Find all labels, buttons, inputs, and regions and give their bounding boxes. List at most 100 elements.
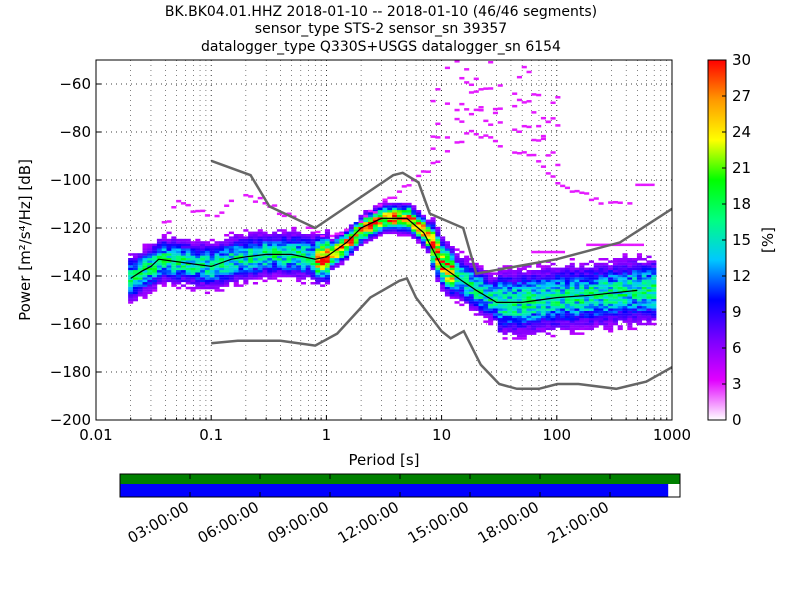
x-tick-label: 10: [432, 426, 451, 444]
heatmap-cell: [296, 248, 302, 251]
heatmap-cell: [435, 277, 441, 280]
heatmap-cell: [492, 291, 499, 295]
heatmap-cell: [382, 224, 388, 227]
heatmap-cell: [219, 258, 225, 261]
heatmap-cell: [512, 308, 518, 311]
heatmap-cell: [171, 243, 177, 247]
heatmap-cell: [651, 315, 657, 319]
heatmap-cell: [248, 246, 254, 249]
heatmap-cell: [195, 248, 201, 251]
heatmap-cell: [512, 128, 518, 131]
heatmap-cell: [550, 327, 556, 331]
heatmap-cell: [488, 289, 494, 292]
heatmap-cell: [430, 231, 436, 235]
heatmap-cell: [603, 279, 609, 283]
heatmap-cell: [401, 222, 407, 225]
heatmap-cell: [161, 262, 167, 266]
heatmap-cell: [291, 258, 297, 261]
heatmap-cell: [440, 289, 446, 292]
heatmap-cell: [444, 286, 451, 290]
heatmap-cell: [152, 282, 158, 285]
heatmap-cell: [584, 313, 590, 316]
heatmap-cell: [396, 202, 403, 206]
heatmap-cell: [612, 313, 619, 316]
heatmap-cell: [468, 282, 475, 285]
heatmap-cell: [315, 279, 321, 283]
heatmap-cell: [651, 313, 657, 316]
heatmap-cell: [161, 267, 167, 271]
heatmap-cell: [416, 234, 422, 237]
heatmap-cell: [497, 279, 503, 283]
heatmap-cell: [416, 217, 422, 220]
heatmap-cell: [440, 246, 446, 249]
heatmap-cell: [502, 303, 508, 307]
heatmap-cell: [564, 320, 571, 323]
heatmap-cell: [267, 238, 273, 242]
heatmap-cell: [430, 219, 436, 223]
heatmap-cell: [531, 320, 537, 323]
heatmap-cell: [128, 277, 134, 280]
heatmap-cell: [171, 248, 177, 251]
mean-line: [130, 217, 638, 303]
heatmap-cell: [180, 265, 187, 268]
heatmap-cell: [147, 282, 153, 285]
heatmap-cell: [435, 265, 441, 268]
heatmap-cell: [128, 284, 134, 287]
heatmap-cell: [137, 267, 143, 271]
heatmap-cell: [608, 284, 614, 287]
heatmap-cell: [416, 210, 422, 213]
heatmap-cell: [444, 265, 451, 268]
heatmap-cell: [464, 265, 470, 268]
heatmap-cell: [180, 270, 187, 273]
heatmap-cell: [651, 286, 657, 290]
heatmap-cell: [166, 279, 172, 283]
heatmap-cell: [353, 226, 359, 230]
heatmap-cell: [300, 246, 307, 249]
heatmap-cell: [368, 238, 374, 242]
heatmap-cell: [396, 214, 403, 218]
heatmap-cell: [252, 234, 259, 237]
heatmap-cell: [315, 236, 321, 239]
heatmap-cell: [646, 303, 652, 307]
heatmap-cell: [603, 286, 609, 290]
heatmap-cell: [276, 279, 283, 283]
heatmap-cell: [464, 267, 470, 271]
heatmap-cell: [483, 272, 489, 275]
heatmap-cell: [310, 262, 316, 266]
heatmap-cell: [444, 262, 451, 266]
heatmap-cell: [137, 270, 143, 273]
heatmap-cell: [550, 117, 556, 120]
heatmap-cell: [488, 322, 494, 326]
heatmap-cell: [468, 289, 475, 292]
heatmap-cell: [622, 294, 628, 297]
heatmap-cell: [579, 262, 585, 266]
heatmap-cell: [416, 222, 422, 225]
heatmap-cell: [536, 284, 542, 287]
heatmap-cell: [627, 277, 633, 280]
heatmap-cell: [651, 322, 657, 326]
heatmap-cell: [488, 310, 494, 314]
heatmap-cell: [579, 301, 585, 304]
heatmap-cell: [526, 318, 532, 321]
heatmap-cell: [473, 108, 479, 112]
heatmap-cell: [300, 250, 307, 254]
heatmap-cell: [478, 313, 484, 316]
heatmap-cell: [214, 286, 220, 290]
heatmap-cell: [560, 310, 566, 314]
heatmap-cell: [555, 272, 561, 275]
heatmap-cell: [468, 306, 475, 309]
heatmap-cell: [406, 224, 412, 227]
heatmap-cell: [233, 238, 239, 242]
heatmap-cell: [315, 262, 321, 266]
heatmap-cell: [272, 267, 278, 271]
heatmap-cell: [478, 265, 484, 268]
heatmap-cell: [435, 88, 441, 91]
heatmap-cell: [411, 207, 417, 211]
heatmap-cell: [180, 258, 187, 261]
heatmap-cell: [368, 219, 374, 223]
heatmap-cell: [569, 306, 575, 309]
heatmap-cell: [214, 272, 220, 275]
heatmap-cell: [651, 277, 657, 280]
heatmap-cell: [536, 262, 542, 266]
